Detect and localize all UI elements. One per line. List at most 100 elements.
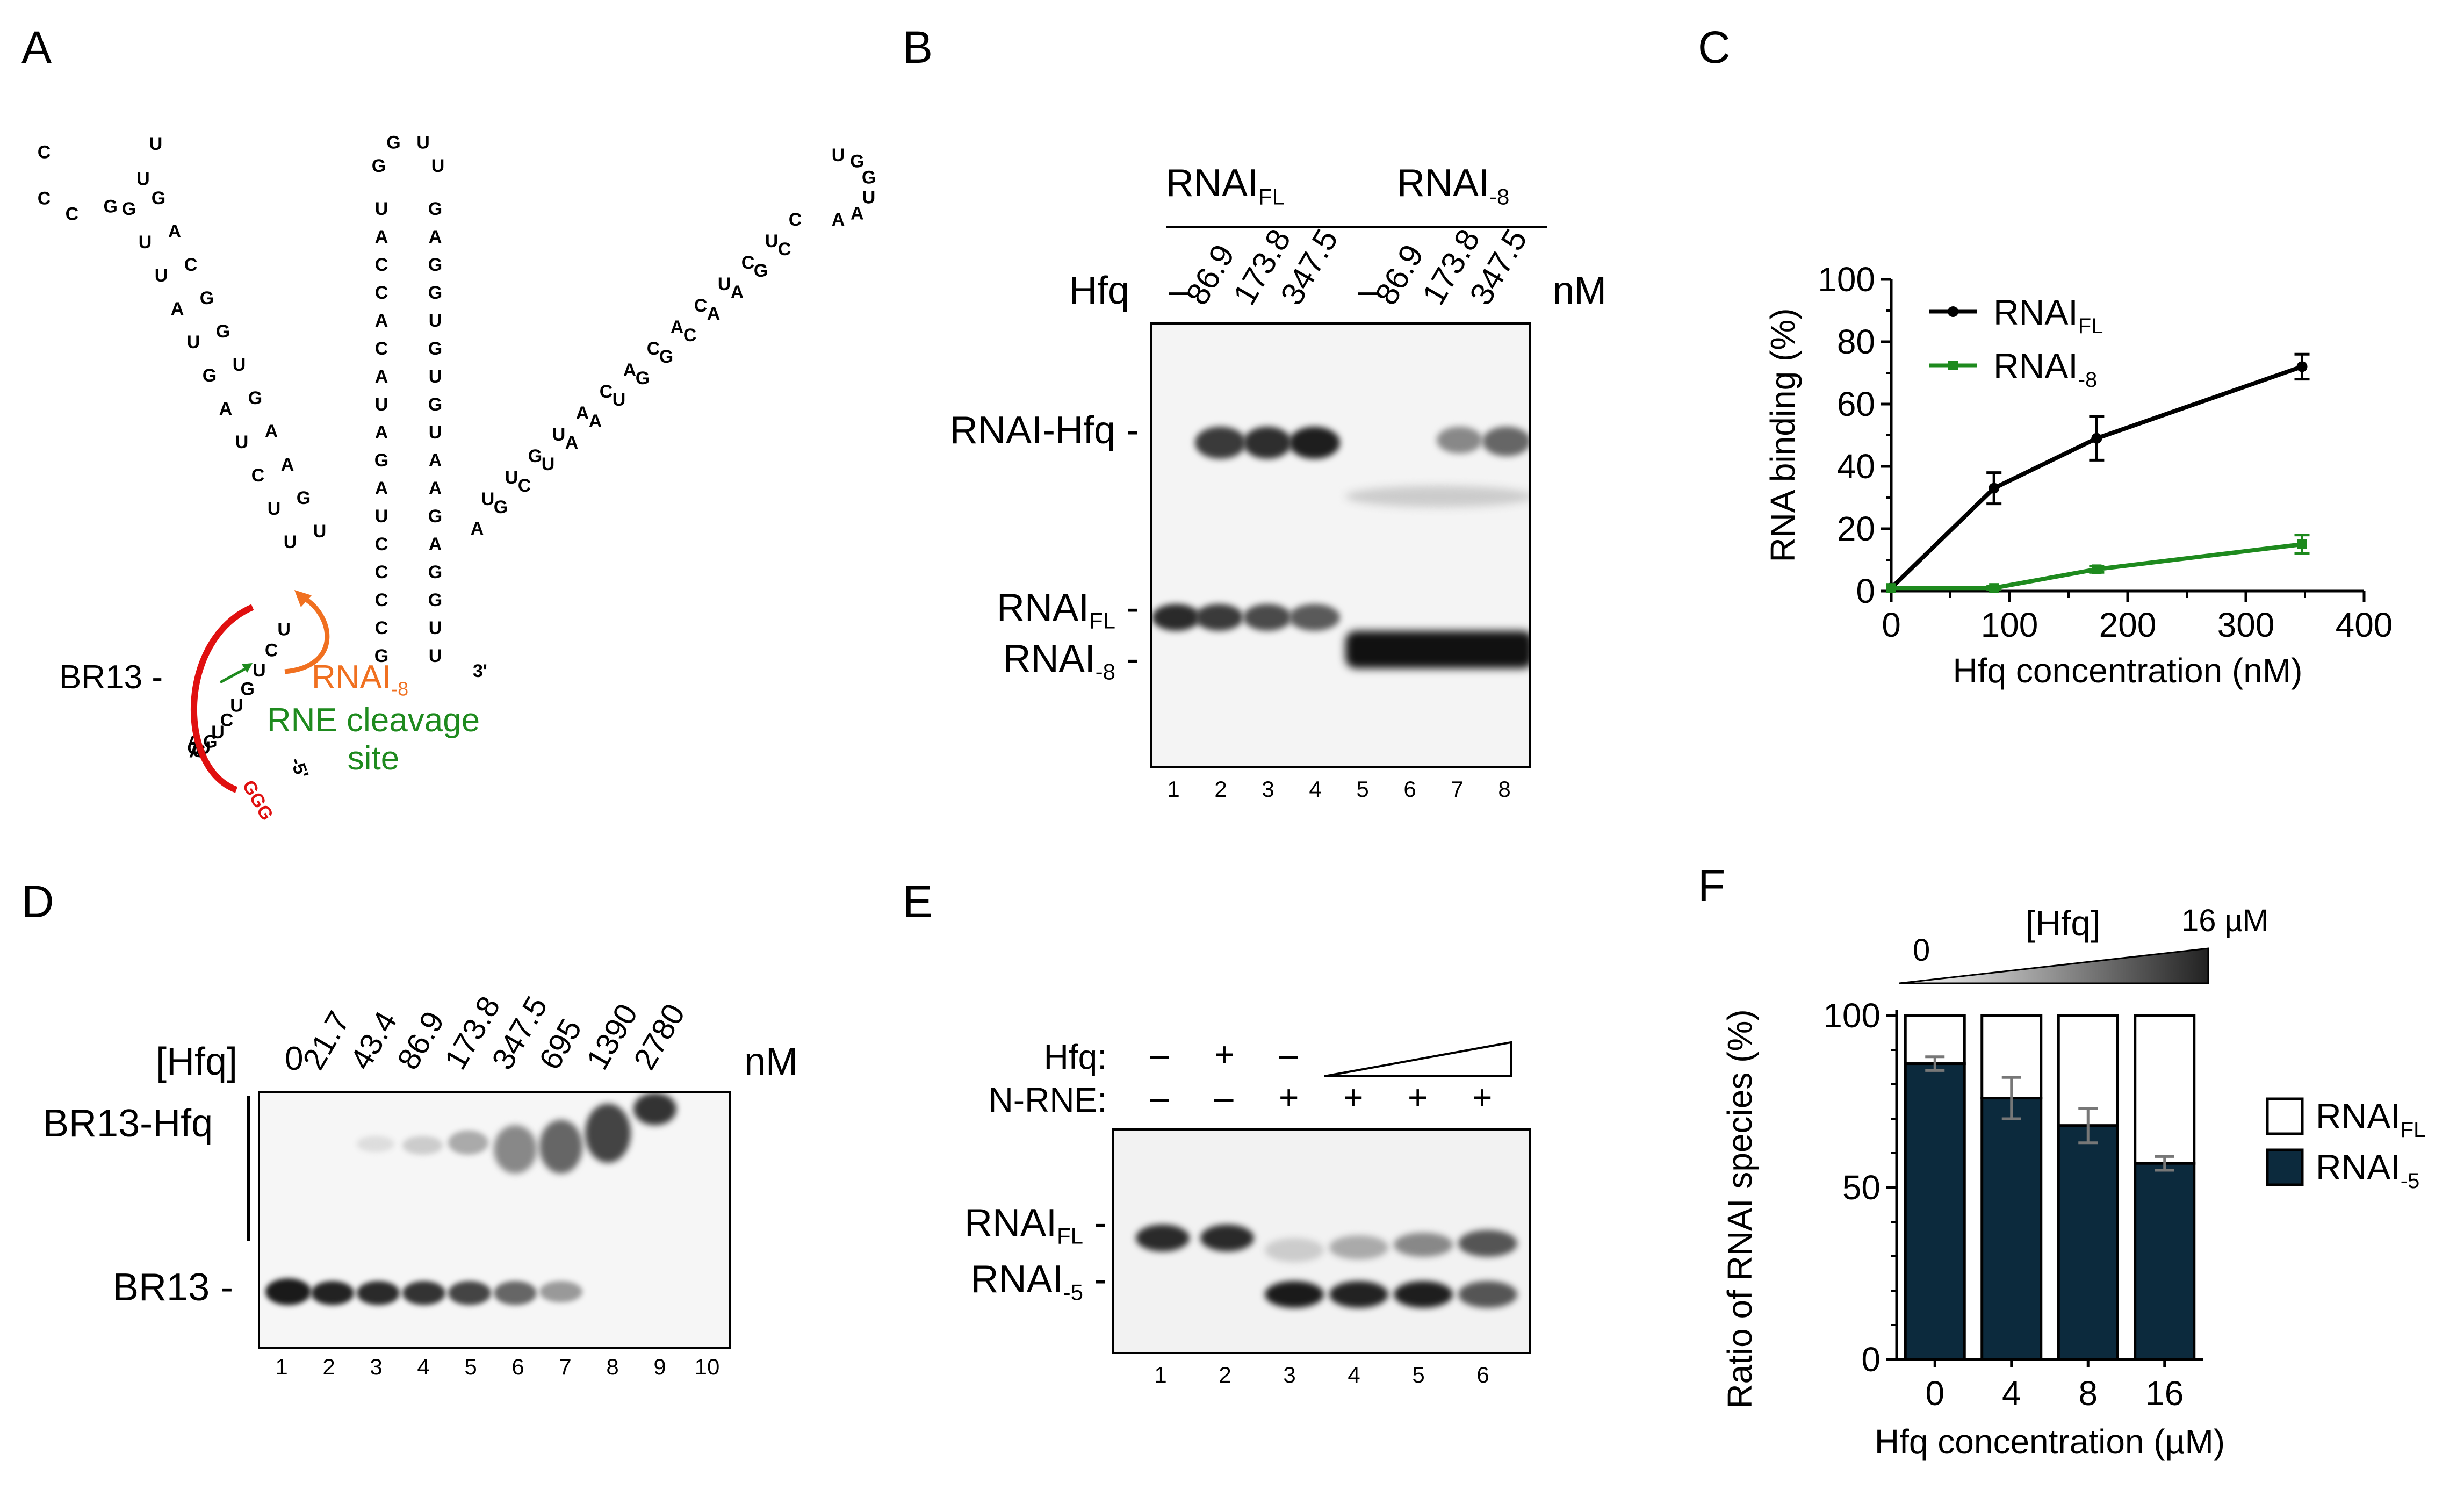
stem3-base: U bbox=[862, 188, 876, 208]
lane-number-d: 4 bbox=[417, 1354, 430, 1379]
y-tick-label: 50 bbox=[1842, 1168, 1881, 1207]
lane-number-d: 5 bbox=[464, 1354, 477, 1379]
lane-number-e: 4 bbox=[1348, 1362, 1360, 1387]
y-tick-label: 80 bbox=[1837, 322, 1875, 361]
tail-base: G bbox=[203, 731, 217, 752]
stem1-base: C bbox=[251, 465, 265, 486]
bar-segment-rnai5 bbox=[1980, 1097, 2043, 1361]
nrne-sign-e: + bbox=[1343, 1078, 1364, 1117]
legend-name: RNAI bbox=[2316, 1147, 2401, 1187]
stem2-base: U bbox=[416, 134, 430, 153]
legend-name: RNAI bbox=[1993, 292, 2078, 332]
stem1-base: U bbox=[187, 332, 200, 352]
hfq-conc-d: 43.4 bbox=[343, 1005, 404, 1076]
stem2-base: A bbox=[375, 478, 388, 499]
unit-label-d: nM bbox=[744, 1040, 798, 1083]
legend-label-rnai5: RNAI-5 bbox=[2316, 1147, 2419, 1193]
stem1-base: A bbox=[219, 399, 233, 419]
lane-numbers-d: 1 2 3 4 5 6 7 8 9 10 bbox=[258, 1354, 731, 1380]
legend-swatch-fl bbox=[2266, 1097, 2304, 1135]
x-tick-label: 100 bbox=[1981, 606, 2038, 644]
stem1-base: C bbox=[38, 142, 51, 162]
stem2-base: A bbox=[375, 366, 388, 387]
band-label-rnai-hfq: RNAI-Hfq - bbox=[949, 409, 1139, 452]
ggg-overhang: GGG bbox=[238, 777, 277, 824]
stem2-base: U bbox=[429, 618, 442, 638]
data-point bbox=[2296, 361, 2308, 372]
stem2-base: U bbox=[375, 199, 388, 219]
hfq-sign-e: + bbox=[1214, 1035, 1235, 1074]
stem3-base: C bbox=[518, 476, 531, 496]
stem3-base: U bbox=[505, 467, 518, 488]
stem3-base: C bbox=[778, 239, 791, 260]
data-point bbox=[2092, 564, 2102, 574]
band-label-br13-hfq: BR13-Hfq bbox=[43, 1102, 213, 1145]
stem3-base: C bbox=[789, 210, 802, 230]
tail-base: C bbox=[265, 640, 278, 661]
y-tick-label: 100 bbox=[1818, 260, 1875, 299]
gel-panel-d bbox=[258, 1091, 731, 1349]
y-tick-label: 100 bbox=[1823, 996, 1881, 1035]
y-axis-title: Ratio of RNAI species (%) bbox=[1720, 1009, 1759, 1408]
stem1-base: U bbox=[149, 134, 163, 154]
stem3-base: G bbox=[636, 368, 650, 388]
stem1-base: G bbox=[103, 196, 117, 217]
gel-panel-e bbox=[1112, 1128, 1531, 1354]
hfq-conc-d: 2780 bbox=[626, 998, 692, 1076]
gradient-start-label: 0 bbox=[1913, 933, 1930, 968]
lane-number-b: 1 bbox=[1167, 776, 1180, 802]
stem2-base: G bbox=[428, 562, 442, 582]
panel-label-e: E bbox=[903, 876, 933, 927]
complex-bracket-d bbox=[247, 1096, 250, 1241]
series-line-0 bbox=[1890, 364, 2303, 590]
x-tick-label: 4 bbox=[2002, 1374, 2021, 1413]
nrne-sign-e: + bbox=[1279, 1078, 1299, 1117]
stem1-base: U bbox=[155, 265, 168, 286]
legend-label-fl: RNAIFL bbox=[2316, 1096, 2425, 1142]
stem1-base: A bbox=[265, 421, 278, 442]
lane-numbers-b: 1 2 3 4 5 6 7 8 bbox=[1150, 776, 1531, 802]
lane-number-b: 3 bbox=[1262, 776, 1274, 802]
stem1-base: G bbox=[200, 288, 214, 308]
stem1-base: G bbox=[203, 365, 217, 386]
hfq-conc-d: 1390 bbox=[579, 998, 645, 1076]
band-label-rnai-fl-e: RNAIFL - bbox=[964, 1201, 1107, 1249]
group-line-8 bbox=[1365, 226, 1547, 228]
stem3-base: G bbox=[862, 167, 876, 188]
rnai8-label: RNAI-8 bbox=[312, 659, 409, 700]
x-tick-label: 16 bbox=[2145, 1374, 2184, 1413]
x-tick-label: 8 bbox=[2078, 1374, 2098, 1413]
panel-label-d: D bbox=[21, 876, 54, 927]
gradient-label: [Hfq] bbox=[2026, 903, 2101, 943]
stem3-base: A bbox=[576, 403, 589, 423]
chart-rna-binding: 0 20 40 60 80 100 0 100 200 300 400 Hfq concentrati… bbox=[1763, 260, 2393, 690]
data-point bbox=[1886, 583, 1896, 593]
group-label-rnai-fl: RNAIFL bbox=[1166, 162, 1285, 210]
stem2-base: C bbox=[375, 283, 388, 303]
data-point bbox=[2091, 433, 2102, 444]
stem3-base: A bbox=[707, 304, 721, 324]
hfq-gradient-wedge-f bbox=[1899, 947, 2209, 984]
nrne-sign-e: – bbox=[1214, 1078, 1234, 1117]
stem3-base: U bbox=[765, 231, 779, 251]
stem2-base: C bbox=[375, 255, 388, 275]
band-label-rnai-5-e: RNAI-5 - bbox=[970, 1258, 1107, 1305]
lane-number-e: 2 bbox=[1219, 1362, 1231, 1387]
lane-numbers-e: 1 2 3 4 5 6 bbox=[1128, 1362, 1515, 1388]
x-tick-label: 300 bbox=[2217, 606, 2275, 644]
y-tick-label: 0 bbox=[1861, 1340, 1881, 1379]
stem1-base: U bbox=[235, 432, 249, 452]
data-point bbox=[1989, 583, 1999, 593]
lane-number-d: 1 bbox=[275, 1354, 288, 1379]
lane-number-d: 6 bbox=[511, 1354, 524, 1379]
stem1-base: U bbox=[136, 169, 150, 190]
stem2-base: A bbox=[429, 450, 442, 471]
lane-number-e: 5 bbox=[1412, 1362, 1425, 1387]
y-tick-label: 0 bbox=[1856, 572, 1875, 610]
stem1-base: U bbox=[313, 521, 327, 542]
stem2-base: U bbox=[431, 156, 445, 176]
stem2-base: U bbox=[429, 311, 442, 331]
nrne-sign-e: – bbox=[1150, 1078, 1169, 1117]
panel-label-f: F bbox=[1698, 860, 1726, 911]
hfq-conc-b: – bbox=[1358, 269, 1380, 312]
